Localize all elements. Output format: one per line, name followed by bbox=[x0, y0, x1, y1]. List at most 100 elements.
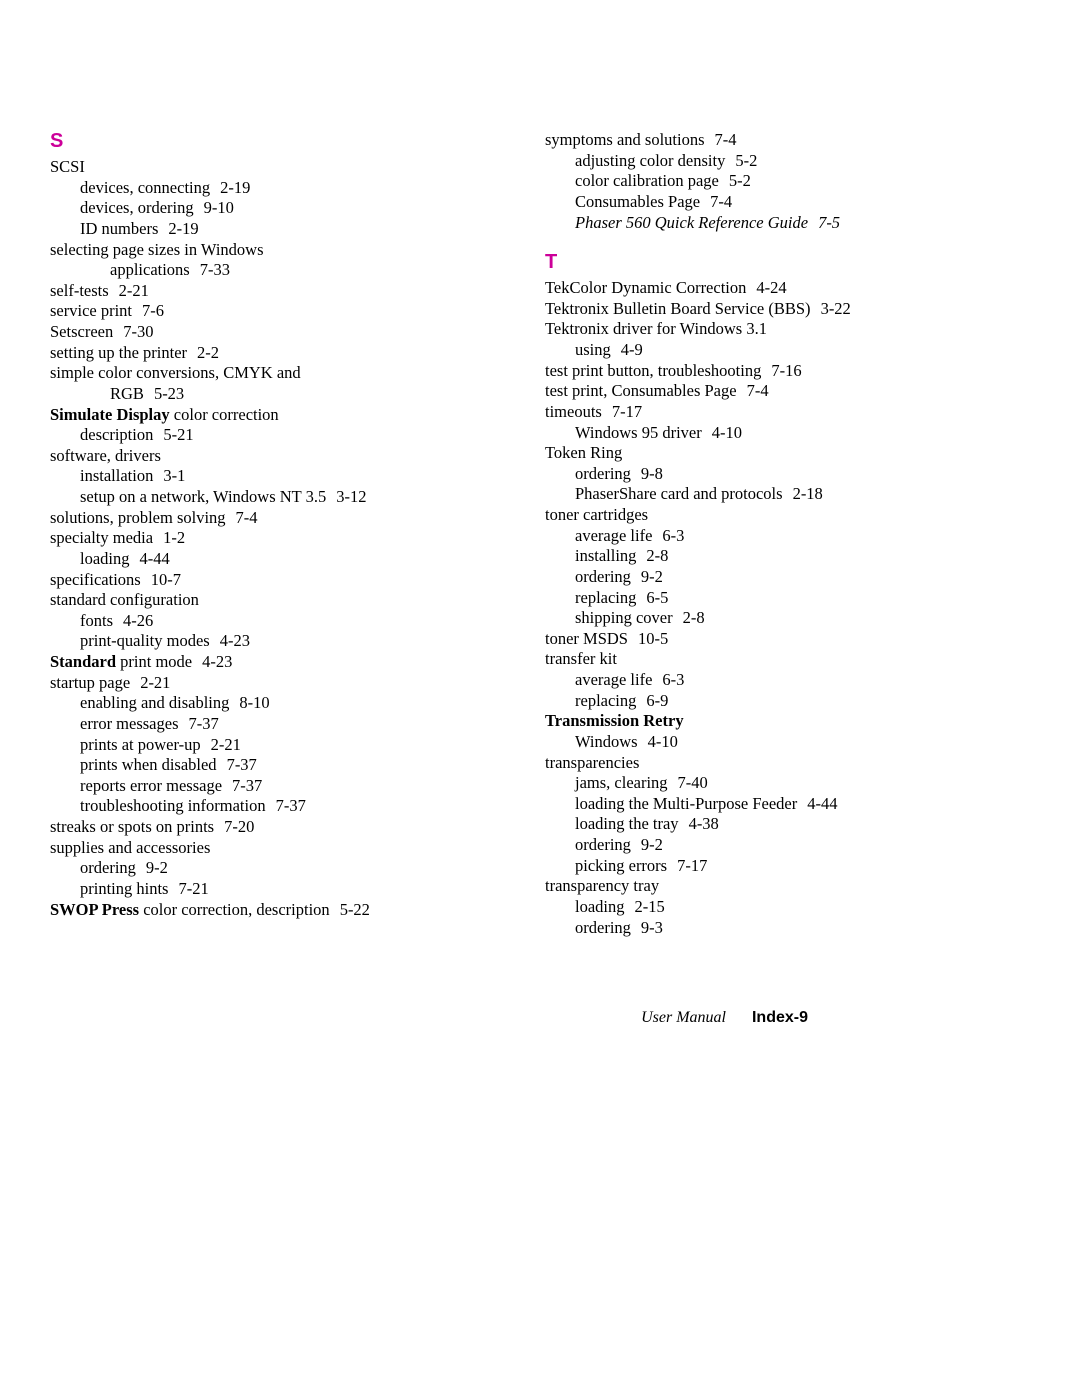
index-entry-page: 4-26 bbox=[123, 611, 153, 630]
index-entry: installation3-1 bbox=[50, 466, 535, 487]
index-entry: loading 2-15 bbox=[545, 897, 1030, 918]
index-entry-text: Consumables Page bbox=[575, 192, 700, 211]
index-entry-text: Tektronix driver for Windows 3.1 bbox=[545, 319, 767, 338]
index-entry: ordering9-2 bbox=[545, 567, 1030, 588]
index-entry-text: PhaserShare card and protocols bbox=[575, 484, 783, 503]
index-entry-page: 7-4 bbox=[747, 381, 769, 400]
index-entry-page: 2-15 bbox=[635, 897, 665, 916]
index-entry: timeouts7-17 bbox=[545, 402, 1030, 423]
index-entry-text: loading bbox=[575, 897, 625, 916]
index-entry-page: 7-5 bbox=[818, 213, 840, 232]
index-entry-bold: Simulate Display bbox=[50, 405, 170, 424]
index-entry: toner MSDS 10-5 bbox=[545, 629, 1030, 650]
index-entry-page: 9-2 bbox=[641, 567, 663, 586]
index-entry-page: 8-10 bbox=[239, 693, 269, 712]
index-entry-page: 5-2 bbox=[729, 171, 751, 190]
index-entry: Consumables Page7-4 bbox=[545, 192, 1030, 213]
index-entry: SCSI bbox=[50, 157, 535, 178]
index-entry-page: 4-9 bbox=[621, 340, 643, 359]
index-entry: loading the tray4-38 bbox=[545, 814, 1030, 835]
index-entry: standard configuration bbox=[50, 590, 535, 611]
index-entry-text: applications bbox=[110, 260, 190, 279]
footer-user-manual: User Manual bbox=[641, 1009, 726, 1026]
right-top-entries: symptoms and solutions7-4adjusting color… bbox=[545, 130, 1030, 233]
index-entry-page: 3-1 bbox=[163, 466, 185, 485]
index-entry-text: specialty media bbox=[50, 528, 153, 547]
index-entry-bold: SWOP Press bbox=[50, 900, 139, 919]
left-entries: SCSI devices, connecting2-19devices, orde… bbox=[50, 157, 535, 920]
index-entry: setting up the printer2-2 bbox=[50, 343, 535, 364]
index-entry-page: 7-21 bbox=[178, 879, 208, 898]
index-entry-text: shipping cover bbox=[575, 608, 673, 627]
index-entry: ordering9-8 bbox=[545, 464, 1030, 485]
index-entry: reports error message7-37 bbox=[50, 776, 535, 797]
index-entry: loading the Multi-Purpose Feeder4-44 bbox=[545, 794, 1030, 815]
index-entry-text: toner MSDS bbox=[545, 629, 628, 648]
index-entry-page: 2-8 bbox=[646, 546, 668, 565]
index-entry: Windows4-10 bbox=[545, 732, 1030, 753]
index-entry-bold: Standard bbox=[50, 652, 116, 671]
index-entry-text: selecting page sizes in Windows bbox=[50, 240, 264, 259]
index-entry-text: timeouts bbox=[545, 402, 602, 421]
index-entry: troubleshooting information7-37 bbox=[50, 796, 535, 817]
index-entry-text: color correction, description bbox=[139, 900, 330, 919]
index-entry-text: SCSI bbox=[50, 157, 85, 176]
index-entry-page: 4-23 bbox=[202, 652, 232, 671]
index-entry-text: ordering bbox=[575, 918, 631, 937]
index-entry-text: self-tests bbox=[50, 281, 109, 300]
index-entry-text: specifications bbox=[50, 570, 141, 589]
index-entry: TekColor Dynamic Correction4-24 bbox=[545, 278, 1030, 299]
index-entry-page: 5-23 bbox=[154, 384, 184, 403]
index-entry-page: 7-33 bbox=[200, 260, 230, 279]
index-entry-text: Tektronix Bulletin Board Service (BBS) bbox=[545, 299, 811, 318]
index-entry-page: 7-17 bbox=[677, 856, 707, 875]
index-entry-page: 10-5 bbox=[638, 629, 668, 648]
index-entry-text: simple color conversions, CMYK and bbox=[50, 363, 301, 382]
index-entry-text: error messages bbox=[80, 714, 179, 733]
index-entry: ID numbers2-19 bbox=[50, 219, 535, 240]
index-entry: selecting page sizes in Windows bbox=[50, 240, 535, 261]
index-entry: Phaser 560 Quick Reference Guide7-5 bbox=[545, 213, 1030, 234]
right-t-entries: TekColor Dynamic Correction4-24Tektronix… bbox=[545, 278, 1030, 938]
index-entry: toner cartridges bbox=[545, 505, 1030, 526]
index-entry: average life6-3 bbox=[545, 526, 1030, 547]
index-entry-text: description bbox=[80, 425, 153, 444]
index-entry: prints at power-up2-21 bbox=[50, 735, 535, 756]
index-entry-text: average life bbox=[575, 526, 652, 545]
index-entry: simple color conversions, CMYK and bbox=[50, 363, 535, 384]
index-entry: using4-9 bbox=[545, 340, 1030, 361]
index-entry-text: RGB bbox=[110, 384, 144, 403]
index-entry-page: 7-37 bbox=[227, 755, 257, 774]
index-entry-page: 7-40 bbox=[678, 773, 708, 792]
index-entry-page: 7-20 bbox=[224, 817, 254, 836]
index-entry-text: setting up the printer bbox=[50, 343, 187, 362]
index-entry: PhaserShare card and protocols2-18 bbox=[545, 484, 1030, 505]
index-entry-text: transparencies bbox=[545, 753, 639, 772]
index-entry: shipping cover2-8 bbox=[545, 608, 1030, 629]
index-entry-page: 4-10 bbox=[712, 423, 742, 442]
index-entry: streaks or spots on prints7-20 bbox=[50, 817, 535, 838]
index-entry-page: 9-2 bbox=[641, 835, 663, 854]
index-entry: average life6-3 bbox=[545, 670, 1030, 691]
index-entry-page: 2-21 bbox=[140, 673, 170, 692]
index-entry: Transmission Retry bbox=[545, 711, 1030, 732]
index-entry-page: 10-7 bbox=[151, 570, 181, 589]
index-entry-page: 7-30 bbox=[123, 322, 153, 341]
index-entry-text: adjusting color density bbox=[575, 151, 725, 170]
index-entry: picking errors7-17 bbox=[545, 856, 1030, 877]
index-entry-page: 1-2 bbox=[163, 528, 185, 547]
index-entry: service print7-6 bbox=[50, 301, 535, 322]
index-entry: Setscreen7-30 bbox=[50, 322, 535, 343]
index-entry-text: prints at power-up bbox=[80, 735, 201, 754]
index-entry: devices, ordering9-10 bbox=[50, 198, 535, 219]
index-entry: devices, connecting2-19 bbox=[50, 178, 535, 199]
index-entry-text: enabling and disabling bbox=[80, 693, 229, 712]
index-entry-text: devices, ordering bbox=[80, 198, 194, 217]
index-entry-text: Windows 95 driver bbox=[575, 423, 702, 442]
index-entry: adjusting color density5-2 bbox=[545, 151, 1030, 172]
index-entry-text: transparency tray bbox=[545, 876, 659, 895]
index-entry-page: 6-3 bbox=[662, 670, 684, 689]
index-entry: fonts4-26 bbox=[50, 611, 535, 632]
index-entry-text: ordering bbox=[575, 835, 631, 854]
index-entry-page: 6-5 bbox=[646, 588, 668, 607]
